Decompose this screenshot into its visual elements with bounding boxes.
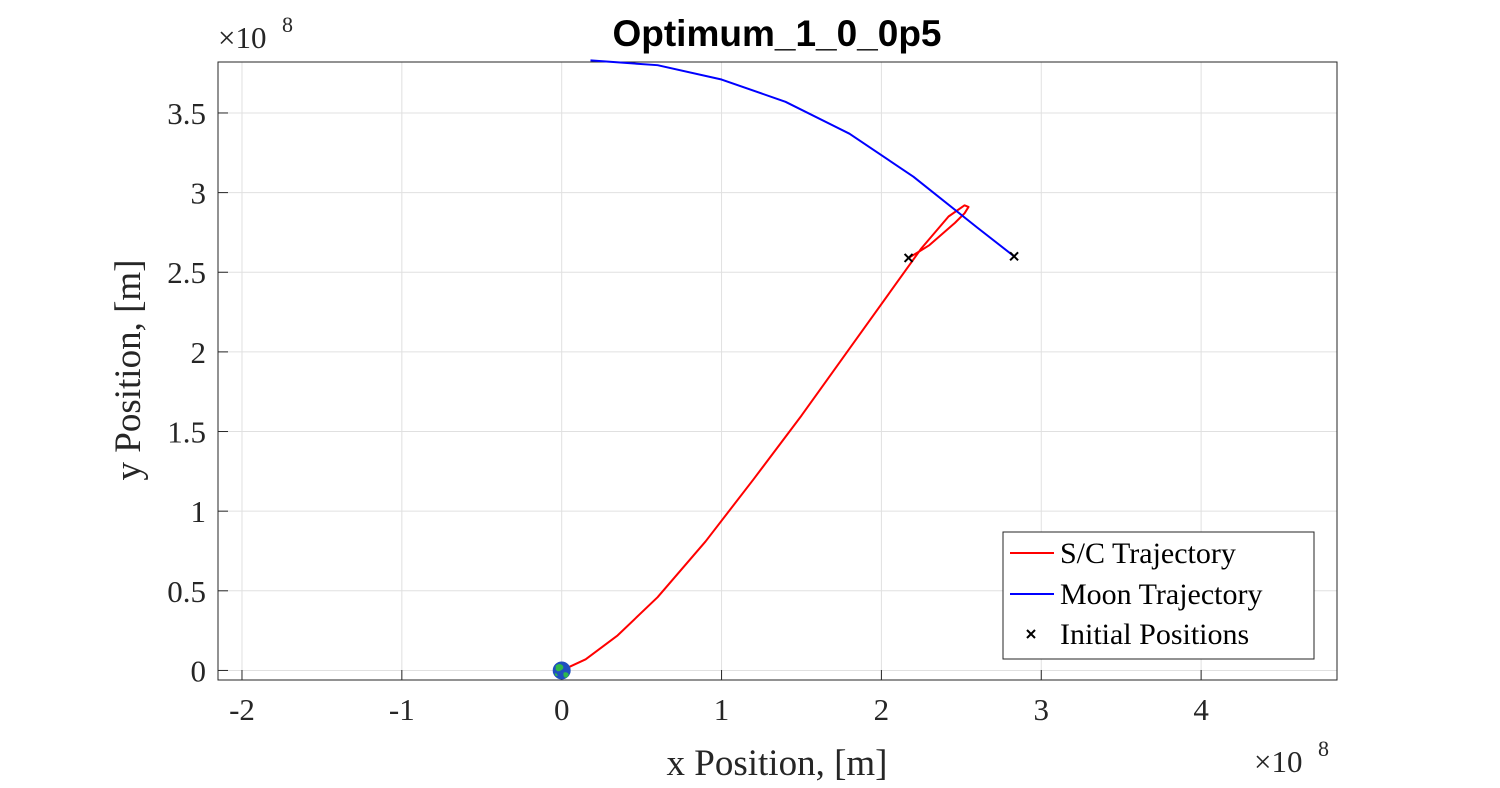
axes-box [217, 61, 1338, 681]
y-tick-label: 2 [191, 335, 207, 370]
x-tick-label: -2 [229, 692, 255, 727]
y-tick-label: 1 [191, 494, 207, 529]
series-group [561, 59, 1019, 672]
y-tick-label: 2.5 [167, 255, 206, 290]
x-tick-label: 1 [714, 692, 730, 727]
y-ticks: 0 0.5 1 1.5 2 2.5 3 3.5 [167, 96, 228, 688]
x-ticks: -2 -1 0 1 2 3 4 [229, 670, 1209, 727]
initial-position-marker [1009, 251, 1019, 262]
moon-trajectory-line [590, 59, 1015, 258]
initial-position-marker [903, 253, 914, 263]
grid [218, 62, 1337, 680]
y-multiplier-base: ×10 [218, 20, 266, 55]
earth-icon [552, 661, 571, 680]
legend-box [1002, 531, 1315, 660]
x-multiplier-base: ×10 [1254, 744, 1302, 779]
legend-sc-label: S/C Trajectory [1060, 537, 1236, 570]
x-tick-label: -1 [389, 692, 415, 727]
y-axis-label: y Position, [m] [108, 260, 149, 481]
y-tick-label: 0 [191, 653, 207, 688]
x-tick-label: 3 [1034, 692, 1050, 727]
y-tick-label: 3.5 [167, 96, 206, 131]
y-tick-label: 1.5 [167, 415, 206, 450]
y-tick-label: 0.5 [167, 574, 206, 609]
x-axis-label: x Position, [m] [667, 743, 888, 784]
legend-initial-marker [1026, 629, 1036, 639]
y-multiplier-exponent: 8 [282, 12, 293, 37]
x-tick-label: 4 [1193, 692, 1209, 727]
legend-moon-label: Moon Trajectory [1060, 578, 1263, 611]
x-tick-label: 0 [554, 692, 570, 727]
x-multiplier: ×10 8 [1254, 736, 1329, 779]
x-tick-label: 2 [874, 692, 890, 727]
legend-initial-label: Initial Positions [1060, 618, 1249, 651]
y-tick-label: 3 [191, 176, 207, 211]
sc-trajectory-line [561, 204, 970, 672]
y-multiplier: ×10 8 [218, 12, 293, 55]
x-multiplier-exponent: 8 [1318, 736, 1329, 761]
legend: S/C Trajectory Moon Trajectory Initial P… [1002, 531, 1315, 660]
chart-title: Optimum_1_0_0p5 [612, 13, 941, 54]
